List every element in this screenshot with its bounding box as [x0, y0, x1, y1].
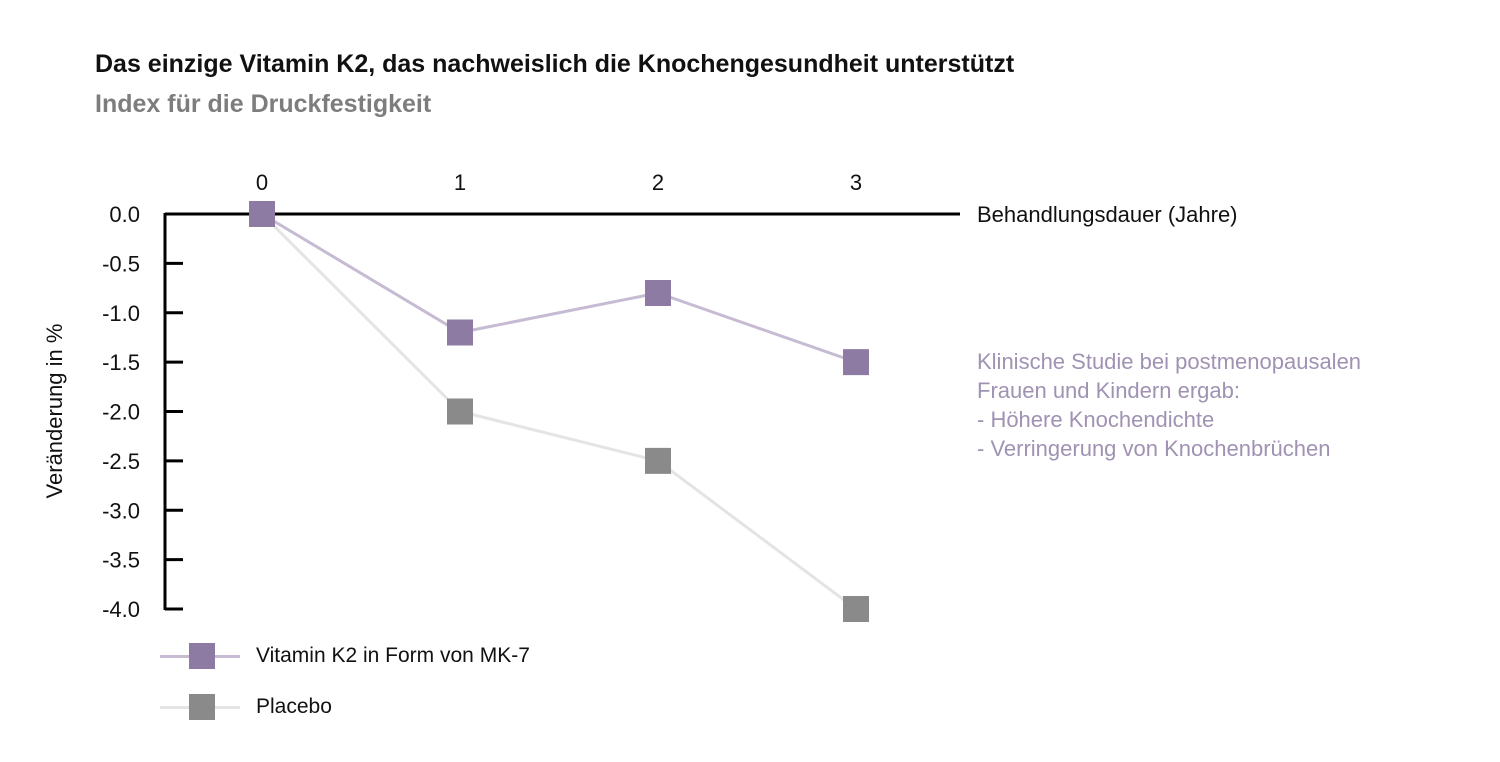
y-tick-label: -3.5 [102, 548, 140, 573]
legend-symbol [160, 694, 240, 720]
x-axis-label: Behandlungsdauer (Jahre) [977, 202, 1238, 227]
series-line [261, 212, 857, 364]
y-tick-label: -4.0 [102, 597, 140, 622]
y-axis-label: Veränderung in % [42, 324, 67, 499]
legend-symbol [160, 643, 240, 669]
data-point [843, 596, 869, 622]
legend-label: Vitamin K2 in Form von MK-7 [256, 644, 530, 667]
x-tick-label: 2 [652, 170, 664, 195]
chart-subtitle: Index für die Druckfestigkeit [95, 90, 432, 118]
y-tick-label: -2.5 [102, 449, 140, 474]
y-tick-label: -0.5 [102, 251, 140, 276]
series-line [260, 212, 857, 611]
x-tick-label: 1 [454, 170, 466, 195]
data-point [447, 398, 473, 425]
note-line: Klinische Studie bei postmenopausalen [977, 349, 1362, 374]
legend-label: Placebo [256, 695, 332, 718]
note-line: Frauen und Kindern ergab: [977, 378, 1240, 403]
legend-item-placebo: Placebo [160, 694, 332, 720]
data-point [645, 280, 671, 306]
data-point [645, 447, 671, 474]
y-tick-label: -1.0 [102, 301, 140, 326]
legend-item-vitamin-k2: Vitamin K2 in Form von MK-7 [160, 643, 530, 669]
y-tick-label: 0.0 [109, 202, 140, 227]
x-tick-label: 0 [256, 170, 268, 195]
study-note: Klinische Studie bei postmenopausalen Fr… [977, 347, 1361, 463]
note-line: - Verringerung von Knochenbrüchen [977, 436, 1331, 461]
chart-title: Das einzige Vitamin K2, das nachweislich… [95, 50, 1015, 78]
note-line: - Höhere Knochendichte [977, 407, 1215, 432]
data-point [249, 201, 275, 227]
y-tick-label: -2.0 [102, 400, 140, 425]
y-tick-label: -3.0 [102, 498, 140, 523]
x-tick-label: 3 [850, 170, 862, 195]
data-point [447, 319, 473, 346]
y-tick-label: -1.5 [102, 350, 140, 375]
data-point [843, 349, 869, 376]
